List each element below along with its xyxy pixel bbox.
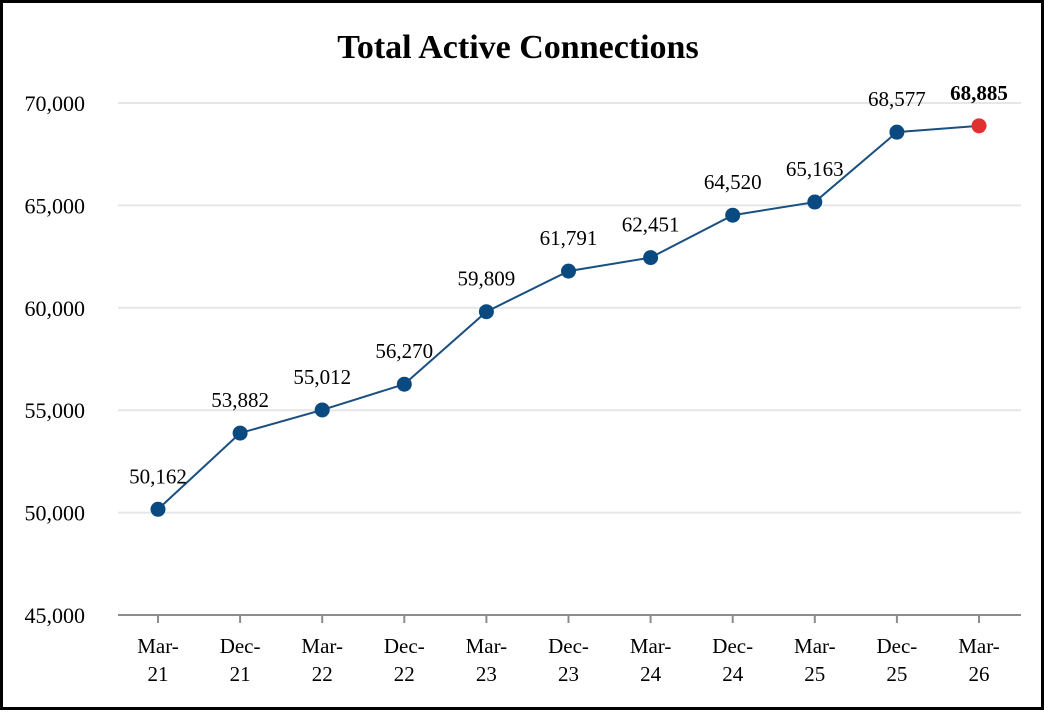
data-point [396,376,412,392]
x-tick-label: Mar-23 [466,634,508,686]
x-axis: Mar-21 Dec-21 Mar-22 Dec-22 Mar-23 Dec-23 Mar-… [118,614,1021,686]
x-tick-label: Mar-25 [794,634,836,686]
data-point [478,304,494,320]
series-line-path [157,124,980,511]
data-label: 50,162 [129,464,187,488]
data-label: 59,809 [458,267,516,291]
data-point [314,402,330,418]
x-tick-label: Mar-22 [301,634,343,686]
data-point [643,250,659,266]
data-point [889,124,905,140]
data-label: 65,163 [786,157,844,181]
data-points [150,118,987,517]
x-tick-label: Dec-24 [712,634,753,686]
data-label: 53,882 [211,388,269,412]
y-tick-label: 55,000 [25,398,86,423]
chart-title: Total Active Connections [337,29,698,66]
data-label: 64,520 [704,170,762,194]
x-tick-label: Mar-26 [958,634,1000,686]
line-chart: Total Active Connections 45,000 50,000 55,… [25,29,1021,686]
x-tick-label: Dec-23 [548,634,589,686]
data-labels: 50,162 53,882 55,012 56,270 59,809 61,791 62,4… [129,81,1008,488]
data-point [150,501,166,517]
x-tick-label: Dec-21 [220,634,261,686]
data-label: 55,012 [293,365,351,389]
y-tick-label: 65,000 [25,193,86,218]
data-label: 61,791 [540,226,598,250]
y-axis: 45,000 50,000 55,000 60,000 65,000 70,000 [25,91,86,628]
x-tick-label: Dec-25 [876,634,917,686]
data-point [232,425,248,441]
y-tick-label: 70,000 [25,91,86,116]
data-point [561,263,576,279]
highlight-point [971,118,987,134]
y-tick-label: 60,000 [25,296,86,321]
y-tick-label: 50,000 [25,501,86,526]
data-label: 68,885 [950,81,1008,105]
data-label: 68,577 [868,87,926,111]
data-label: 62,451 [622,213,680,237]
x-tick-label: Dec-22 [384,634,425,686]
data-point [725,207,741,223]
data-label: 56,270 [375,339,433,363]
y-tick-label: 45,000 [25,603,86,628]
x-tick-label: Mar-21 [137,634,179,686]
gridlines [118,102,1021,514]
series-line [157,124,980,511]
x-tick-label: Mar-24 [630,634,672,686]
data-point [807,194,823,210]
